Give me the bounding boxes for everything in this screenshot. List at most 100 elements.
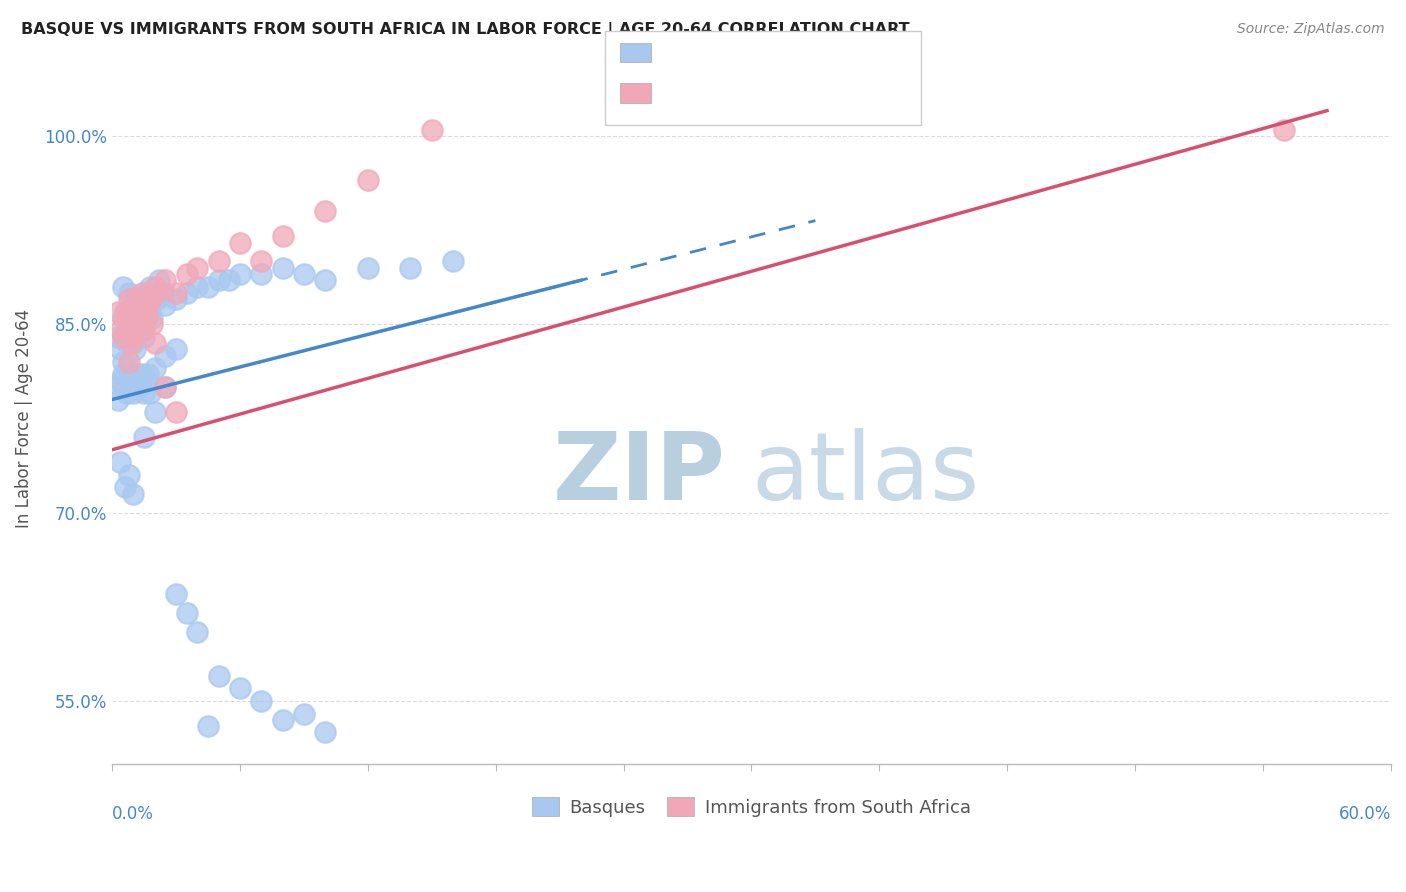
Point bbox=[107, 330, 129, 344]
Point bbox=[110, 323, 132, 337]
Point bbox=[148, 273, 170, 287]
Text: atlas: atlas bbox=[751, 427, 980, 520]
Point bbox=[114, 304, 136, 318]
Point bbox=[124, 343, 146, 357]
Point bbox=[143, 405, 166, 419]
Point bbox=[107, 392, 129, 407]
Point bbox=[292, 267, 315, 281]
Point bbox=[357, 173, 380, 187]
Point bbox=[132, 386, 155, 401]
Point bbox=[111, 279, 134, 293]
Point bbox=[132, 430, 155, 444]
Point bbox=[118, 317, 141, 331]
Point bbox=[197, 719, 219, 733]
Point bbox=[135, 374, 157, 388]
Point bbox=[165, 587, 187, 601]
Point bbox=[110, 343, 132, 357]
Point bbox=[120, 336, 142, 351]
Point bbox=[292, 706, 315, 721]
Point bbox=[118, 285, 141, 300]
Point bbox=[122, 487, 145, 501]
Point bbox=[207, 254, 229, 268]
Point bbox=[115, 304, 138, 318]
Point bbox=[111, 330, 134, 344]
Point bbox=[132, 323, 155, 337]
Point bbox=[139, 279, 162, 293]
Point bbox=[114, 380, 136, 394]
Point bbox=[120, 330, 142, 344]
Point bbox=[229, 681, 252, 696]
Point bbox=[143, 336, 166, 351]
Point bbox=[145, 285, 167, 300]
Point bbox=[127, 310, 149, 325]
Point bbox=[176, 267, 198, 281]
Point bbox=[143, 361, 166, 376]
Point bbox=[250, 267, 273, 281]
Point bbox=[250, 254, 273, 268]
Point bbox=[128, 317, 150, 331]
Point bbox=[110, 455, 132, 469]
Point bbox=[136, 304, 159, 318]
Point bbox=[111, 368, 134, 382]
Point bbox=[136, 368, 159, 382]
Text: R = 0.460   N = 37: R = 0.460 N = 37 bbox=[658, 87, 842, 105]
Point bbox=[115, 310, 138, 325]
Point bbox=[124, 368, 146, 382]
Point bbox=[141, 317, 163, 331]
Point bbox=[1274, 122, 1296, 136]
Point bbox=[218, 273, 240, 287]
Point bbox=[131, 323, 153, 337]
Point bbox=[118, 361, 141, 376]
Point bbox=[110, 374, 132, 388]
Point bbox=[122, 330, 145, 344]
Point bbox=[111, 310, 134, 325]
Point bbox=[197, 279, 219, 293]
Point bbox=[186, 624, 208, 639]
Point bbox=[115, 336, 138, 351]
Point bbox=[127, 292, 149, 306]
Point bbox=[122, 317, 145, 331]
Point bbox=[165, 405, 187, 419]
Point bbox=[155, 298, 177, 312]
Point bbox=[357, 260, 380, 275]
Point bbox=[186, 279, 208, 293]
Text: 0.0%: 0.0% bbox=[112, 805, 153, 823]
Point bbox=[128, 374, 150, 388]
Point bbox=[155, 380, 177, 394]
Point bbox=[152, 285, 174, 300]
Point bbox=[314, 204, 336, 219]
Point bbox=[314, 273, 336, 287]
Point bbox=[165, 285, 187, 300]
Point bbox=[131, 368, 153, 382]
Point bbox=[186, 260, 208, 275]
Point bbox=[420, 122, 443, 136]
Point bbox=[271, 260, 294, 275]
Point bbox=[120, 374, 142, 388]
Legend: Basques, Immigrants from South Africa: Basques, Immigrants from South Africa bbox=[524, 790, 979, 824]
Point bbox=[145, 292, 167, 306]
Point bbox=[165, 343, 187, 357]
Point bbox=[136, 298, 159, 312]
Point bbox=[143, 292, 166, 306]
Point bbox=[124, 292, 146, 306]
Point bbox=[176, 606, 198, 620]
Point bbox=[124, 298, 146, 312]
Point bbox=[132, 330, 155, 344]
Point bbox=[139, 292, 162, 306]
Point bbox=[250, 694, 273, 708]
Point bbox=[118, 355, 141, 369]
Point bbox=[135, 285, 157, 300]
Point bbox=[127, 380, 149, 394]
Point bbox=[271, 713, 294, 727]
Point bbox=[105, 380, 128, 394]
Point bbox=[207, 669, 229, 683]
Point bbox=[122, 386, 145, 401]
Y-axis label: In Labor Force | Age 20-64: In Labor Force | Age 20-64 bbox=[15, 309, 32, 528]
Point bbox=[122, 336, 145, 351]
Point bbox=[176, 285, 198, 300]
Point bbox=[143, 279, 166, 293]
Point bbox=[399, 260, 422, 275]
Point bbox=[118, 467, 141, 482]
Point bbox=[115, 304, 138, 318]
Point bbox=[135, 310, 157, 325]
